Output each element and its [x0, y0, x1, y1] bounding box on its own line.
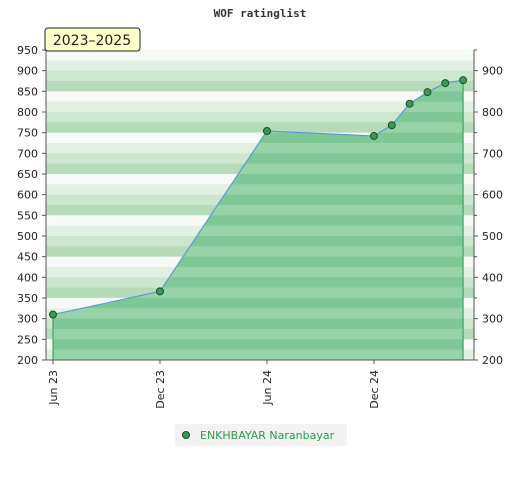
- y-left-tick-label: 600: [17, 189, 38, 202]
- x-tick-label: Jun 23: [47, 370, 60, 406]
- y-right-tick-label: 700: [482, 147, 503, 160]
- y-left-tick-label: 500: [17, 230, 38, 243]
- y-right-tick-label: 300: [482, 313, 503, 326]
- x-tick-label: Jun 24: [261, 370, 274, 406]
- y-axis-left: 200 250 300 350 400 450 500 550 600 650 700 750 800 8…: [17, 44, 46, 367]
- y-right-tick-label: 400: [482, 271, 503, 284]
- y-left-tick-label: 650: [17, 168, 38, 181]
- legend: ENKHBAYAR Naranbayar: [175, 424, 347, 446]
- chart-title: WOF ratinglist: [214, 7, 307, 20]
- data-point: [459, 76, 468, 85]
- series-area: [53, 80, 464, 360]
- y-right-tick-label: 600: [482, 189, 503, 202]
- background-band: [46, 91, 474, 103]
- data-point: [387, 121, 396, 130]
- x-axis: Jun 23 Dec 23 Jun 24 Dec 24: [47, 360, 381, 409]
- background-band: [46, 101, 474, 113]
- background-band: [46, 132, 474, 144]
- legend-label: ENKHBAYAR Naranbayar: [200, 429, 335, 442]
- axes-layer: [45, 50, 475, 361]
- y-right-tick-label: 500: [482, 230, 503, 243]
- area-fill-layer: [52, 80, 464, 360]
- y-right-tick-label: 800: [482, 106, 503, 119]
- y-left-tick-label: 700: [17, 147, 38, 160]
- y-left-tick-label: 800: [17, 106, 38, 119]
- background-band: [46, 80, 474, 92]
- y-axis-right: 200 300 400 500 600 700 800 900: [474, 49, 503, 367]
- y-right-tick-label: 200: [482, 354, 503, 367]
- data-point: [405, 99, 414, 108]
- legend-box: [175, 424, 347, 446]
- y-left-tick-label: 950: [17, 44, 38, 57]
- data-point: [369, 131, 378, 140]
- y-left-tick-label: 400: [17, 271, 38, 284]
- background-band: [46, 60, 474, 72]
- period-badge-label: 2023–2025: [53, 33, 131, 49]
- y-left-tick-label: 450: [17, 251, 38, 264]
- background-band: [46, 70, 474, 82]
- x-tick-label: Dec 24: [368, 370, 381, 409]
- series-points-layer: [49, 76, 468, 319]
- y-left-tick-label: 250: [17, 333, 38, 346]
- period-badge: 2023–2025: [44, 27, 141, 52]
- period-badge-box: [44, 27, 141, 52]
- background-band: [46, 50, 474, 61]
- y-left-tick-label: 850: [17, 85, 38, 98]
- y-left-tick-label: 300: [17, 313, 38, 326]
- data-point: [155, 287, 164, 296]
- y-left-tick-label: 350: [17, 292, 38, 305]
- y-left-tick-label: 750: [17, 127, 38, 140]
- x-tick-label: Dec 23: [154, 370, 167, 409]
- y-right-tick-label: 900: [482, 65, 503, 78]
- data-point: [262, 127, 271, 136]
- background-band: [46, 111, 474, 123]
- y-left-tick-label: 550: [17, 209, 38, 222]
- data-point: [423, 88, 432, 97]
- data-point: [441, 79, 450, 88]
- background-band: [46, 122, 474, 134]
- y-left-tick-label: 900: [17, 65, 38, 78]
- data-point: [49, 310, 57, 319]
- y-left-tick-label: 200: [17, 354, 38, 367]
- legend-marker: [182, 431, 190, 439]
